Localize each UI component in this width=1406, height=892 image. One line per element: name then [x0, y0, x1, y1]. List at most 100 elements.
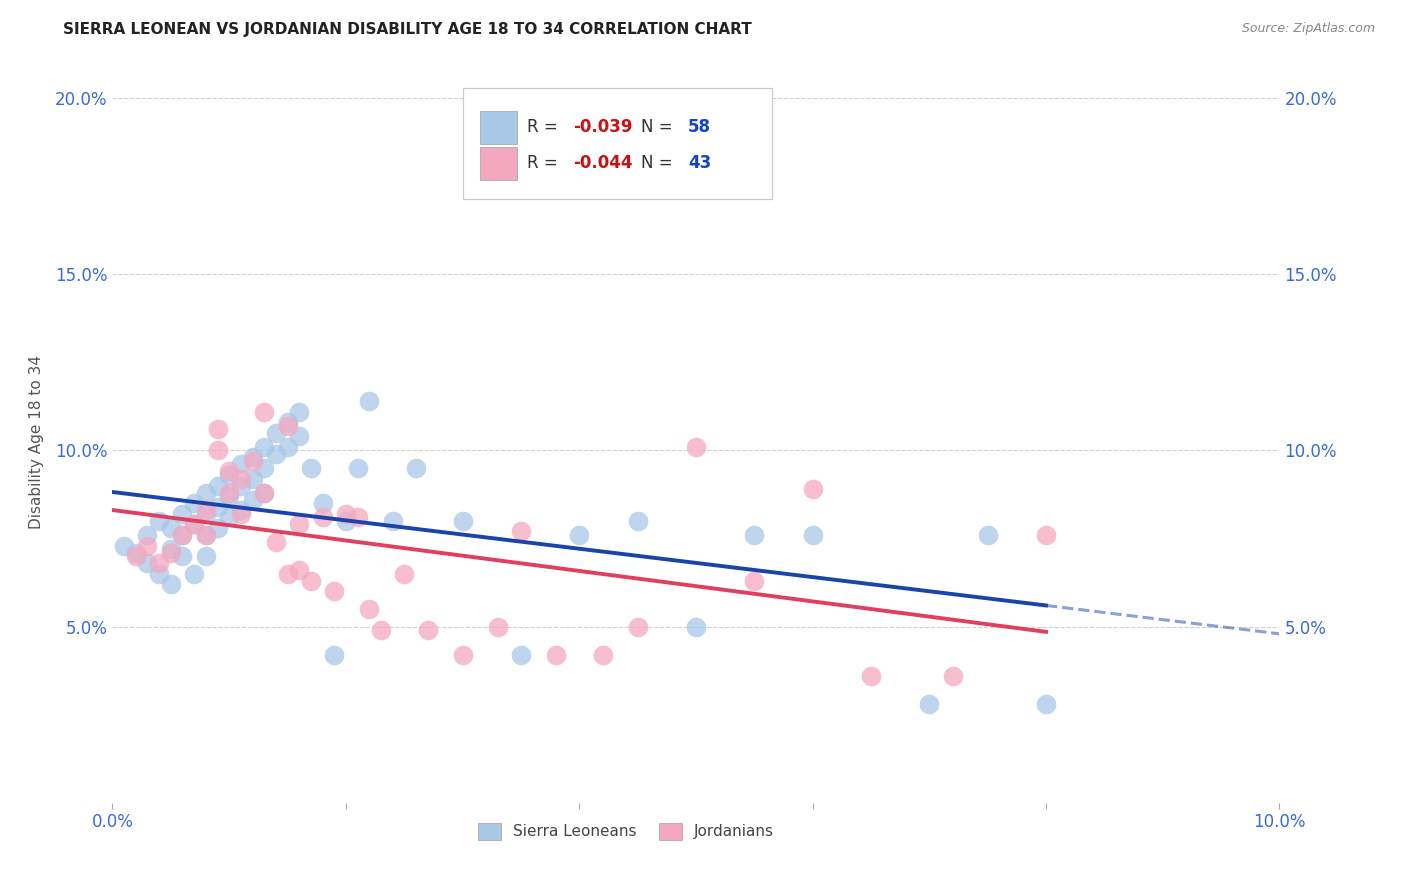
Point: [112, 539, 135, 553]
Point: [299, 574, 322, 588]
Point: [253, 404, 276, 418]
Point: [381, 514, 404, 528]
Text: Source: ZipAtlas.com: Source: ZipAtlas.com: [1241, 22, 1375, 36]
Point: [242, 471, 264, 485]
Point: [544, 648, 567, 662]
Point: [160, 542, 183, 557]
Point: [125, 545, 148, 559]
Point: [276, 566, 298, 581]
Point: [253, 485, 276, 500]
Point: [592, 648, 614, 662]
Point: [568, 528, 591, 542]
Point: [194, 528, 217, 542]
Point: [405, 461, 427, 475]
Point: [253, 440, 276, 454]
Point: [1035, 528, 1057, 542]
FancyBboxPatch shape: [479, 111, 517, 144]
Point: [218, 468, 240, 483]
Point: [194, 503, 217, 517]
Point: [242, 492, 264, 507]
Point: [742, 574, 765, 588]
Point: [218, 489, 240, 503]
Point: [172, 507, 194, 521]
Point: [242, 450, 264, 465]
Point: [136, 528, 159, 542]
Point: [276, 418, 298, 433]
Point: [194, 528, 217, 542]
Point: [160, 577, 183, 591]
Point: [451, 648, 474, 662]
Point: [136, 556, 159, 570]
Text: SIERRA LEONEAN VS JORDANIAN DISABILITY AGE 18 TO 34 CORRELATION CHART: SIERRA LEONEAN VS JORDANIAN DISABILITY A…: [63, 22, 752, 37]
Point: [136, 539, 159, 553]
Point: [148, 514, 170, 528]
Point: [299, 461, 322, 475]
Point: [229, 507, 252, 521]
Point: [346, 510, 368, 524]
Text: R =: R =: [527, 154, 562, 172]
Text: N =: N =: [641, 119, 678, 136]
Point: [207, 422, 229, 436]
Point: [509, 524, 531, 539]
Point: [394, 566, 416, 581]
Point: [918, 697, 941, 711]
Point: [242, 454, 264, 468]
Point: [253, 485, 276, 500]
Point: [801, 528, 824, 542]
Point: [229, 458, 252, 472]
Point: [183, 517, 205, 532]
Point: [276, 440, 298, 454]
Point: [685, 619, 707, 633]
Point: [370, 623, 392, 637]
Point: [359, 394, 381, 409]
Text: 58: 58: [688, 119, 711, 136]
Point: [207, 500, 229, 514]
Point: [264, 447, 287, 461]
Point: [288, 429, 311, 443]
Point: [335, 507, 357, 521]
Point: [229, 478, 252, 492]
Point: [486, 619, 509, 633]
Point: [218, 510, 240, 524]
Point: [627, 514, 650, 528]
Point: [194, 507, 217, 521]
Text: N =: N =: [641, 154, 678, 172]
Point: [416, 623, 439, 637]
Point: [311, 496, 333, 510]
Point: [323, 648, 346, 662]
Point: [207, 521, 229, 535]
Text: 43: 43: [688, 154, 711, 172]
Point: [346, 461, 368, 475]
Y-axis label: Disability Age 18 to 34: Disability Age 18 to 34: [30, 354, 44, 529]
Point: [229, 471, 252, 485]
Point: [976, 528, 998, 542]
Point: [183, 566, 205, 581]
Point: [264, 425, 287, 440]
Point: [860, 669, 883, 683]
Point: [253, 461, 276, 475]
FancyBboxPatch shape: [463, 87, 772, 200]
Point: [183, 517, 205, 532]
Point: [218, 465, 240, 479]
Point: [125, 549, 148, 563]
Point: [942, 669, 965, 683]
Point: [359, 602, 381, 616]
Legend: Sierra Leoneans, Jordanians: Sierra Leoneans, Jordanians: [471, 817, 780, 846]
Point: [1035, 697, 1057, 711]
Point: [218, 485, 240, 500]
Text: -0.039: -0.039: [574, 119, 633, 136]
Point: [627, 619, 650, 633]
Point: [160, 545, 183, 559]
Text: R =: R =: [527, 119, 562, 136]
Point: [276, 415, 298, 429]
Point: [172, 528, 194, 542]
Point: [172, 549, 194, 563]
Point: [742, 528, 765, 542]
Point: [685, 440, 707, 454]
Point: [335, 514, 357, 528]
Point: [160, 521, 183, 535]
Point: [207, 478, 229, 492]
Point: [148, 566, 170, 581]
Point: [148, 556, 170, 570]
Point: [323, 584, 346, 599]
